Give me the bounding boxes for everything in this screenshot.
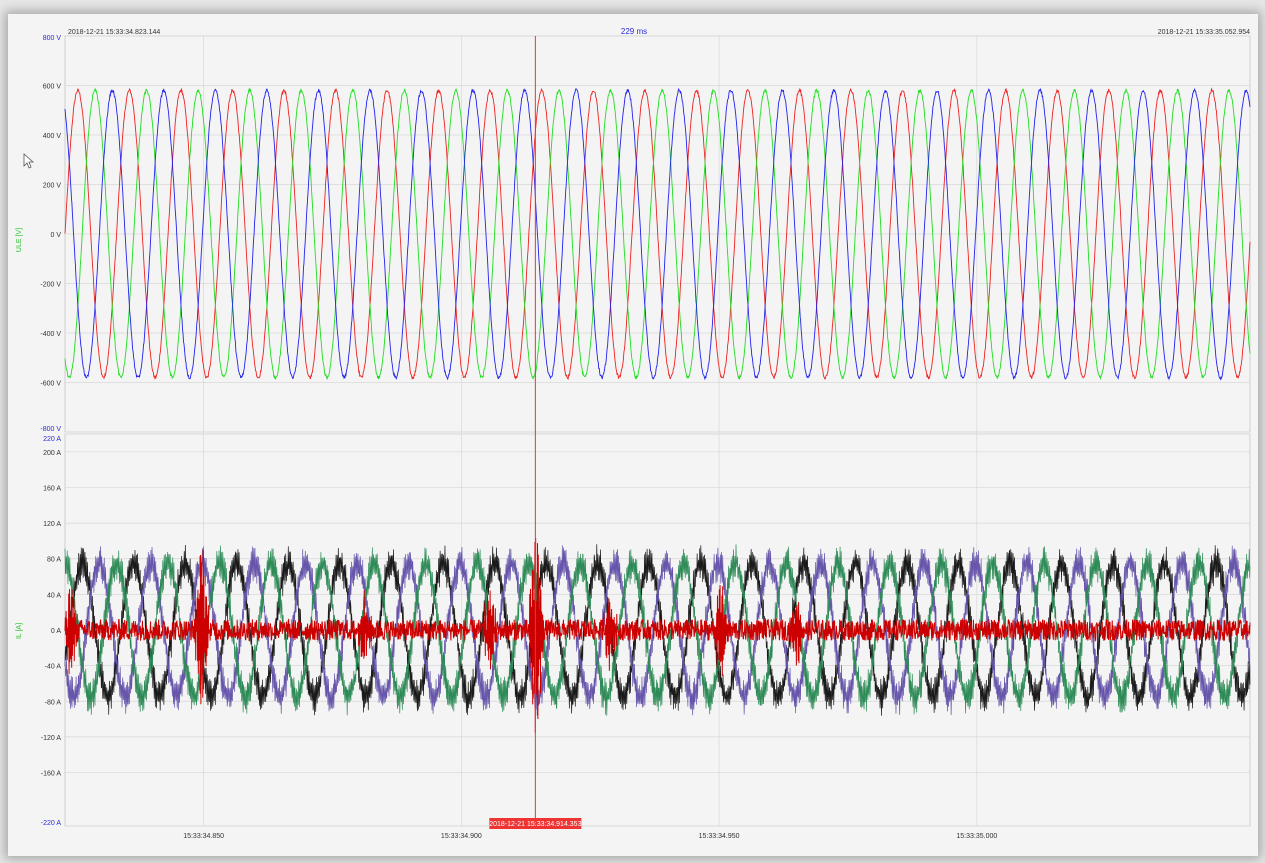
voltage-trace-1 [64,87,1251,380]
y-tick-label: -200 V [40,282,61,289]
scope-window: 800 V 600 V 400 V 200 V 0 V -200 V -400 V -600 … [8,14,1258,856]
y-tick-label: -220 A [41,820,62,827]
plot-background [8,14,1258,856]
y-tick-label: 400 V [43,133,62,140]
y-tick-label: 0 A [51,628,61,635]
y-tick-label: 120 A [43,521,61,528]
y-tick-label: 800 V [43,35,62,42]
duration-label: 229 ms [621,27,647,36]
voltage-axis-label: ULE [V] [16,228,23,252]
start-time-label: 2018-12-21 15:33:34.823.144 [68,29,160,36]
axes: 800 V 600 V 400 V 200 V 0 V -200 V -400 V -600 … [40,35,997,840]
x-tick-label: 15:33:34.950 [699,833,740,840]
time-cursor-label: 2018-12-21 15:33:34.914.353 [489,821,581,828]
y-tick-label: 80 A [47,557,61,564]
end-time-label: 2018-12-21 15:33:35.052.954 [1158,29,1250,36]
y-tick-label: -40 A [45,664,62,671]
x-tick-label: 15:33:35.000 [956,833,997,840]
y-tick-label: -80 A [45,699,62,706]
y-tick-label: 200 A [43,450,61,457]
y-tick-label: -120 A [41,735,62,742]
y-tick-label: -600 V [40,381,61,388]
current-trace-4 [64,538,1251,733]
time-cursor-badge[interactable] [489,818,582,829]
traces [64,87,1251,733]
oscilloscope-chart[interactable]: 800 V 600 V 400 V 200 V 0 V -200 V -400 V -600 … [8,14,1258,856]
y-tick-label: 160 A [43,485,61,492]
y-tick-label: 200 V [43,183,62,190]
y-tick-label: 40 A [47,592,61,599]
voltage-trace-2 [64,87,1251,381]
pointer-cursor-icon [23,153,35,169]
current-axis-label: IL [A] [16,623,23,639]
y-tick-label: 220 A [43,436,61,443]
y-tick-label: -160 A [41,771,62,778]
y-tick-label: -800 V [40,426,61,433]
y-tick-label: -400 V [40,331,61,338]
voltage-trace-3 [64,87,1251,381]
current-trace-3 [64,544,1251,716]
y-tick-label: 600 V [43,84,62,91]
y-tick-label: 0 V [50,232,61,239]
current-trace-2 [64,545,1251,716]
x-tick-label: 15:33:34.850 [183,833,224,840]
x-tick-label: 15:33:34.900 [441,833,482,840]
